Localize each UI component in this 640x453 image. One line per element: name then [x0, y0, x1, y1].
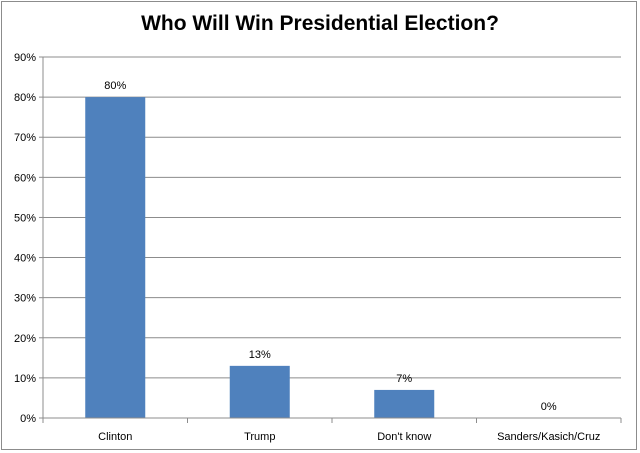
x-category-label: Trump	[244, 431, 275, 443]
chart-title: Who Will Win Presidential Election?	[141, 12, 499, 35]
data-label: 0%	[541, 401, 557, 413]
data-label: 80%	[104, 80, 126, 92]
data-label: 7%	[396, 373, 412, 385]
axes	[39, 56, 622, 423]
x-category-label: Don't know	[377, 431, 431, 443]
x-category-label: Clinton	[98, 431, 132, 443]
y-tick-label: 30%	[14, 293, 36, 305]
bars	[85, 97, 435, 418]
y-tick-label: 90%	[14, 52, 36, 64]
y-tick-label: 50%	[14, 212, 36, 224]
x-category-label: Sanders/Kasich/Cruz	[497, 431, 600, 443]
bar	[229, 365, 290, 418]
y-tick-label: 10%	[14, 373, 36, 385]
y-tick-label: 20%	[14, 333, 36, 345]
labels: 0% 10% 20% 30% 40% 50% 60% 70% 80% 90% 80% Clinton 1…	[14, 52, 600, 443]
y-tick-label: 40%	[14, 253, 36, 265]
bar	[374, 389, 435, 418]
y-tick-label: 60%	[14, 172, 36, 184]
data-label: 13%	[249, 349, 271, 361]
y-tick-label: 0%	[20, 413, 36, 425]
bar	[85, 97, 146, 418]
y-tick-label: 70%	[14, 132, 36, 144]
y-tick-label: 80%	[14, 92, 36, 104]
